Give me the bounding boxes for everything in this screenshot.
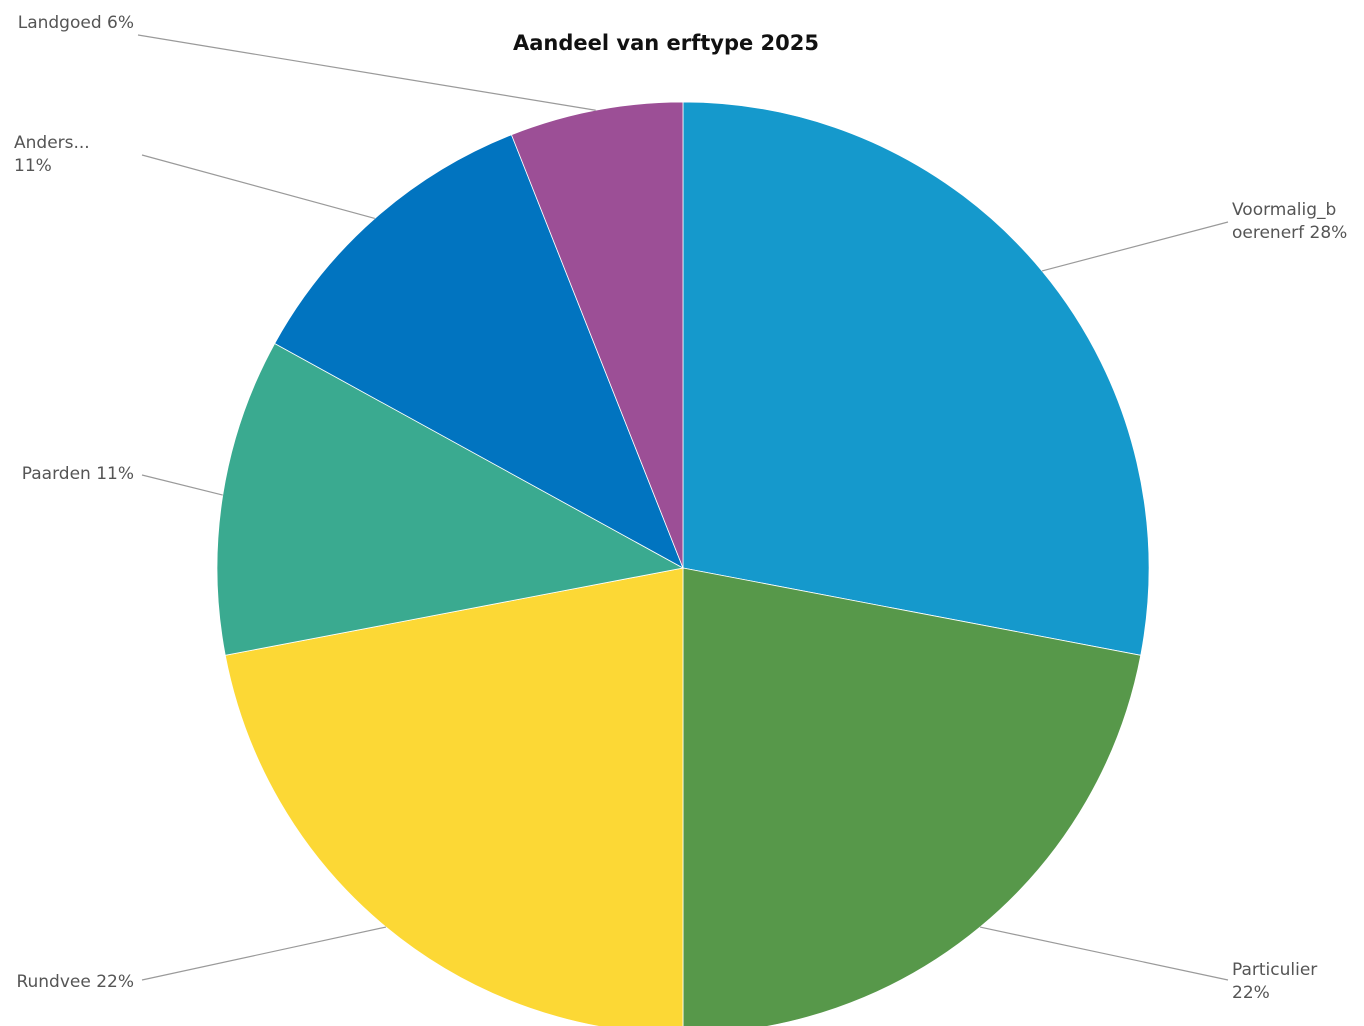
- leader-line-paarden: [141, 474, 223, 496]
- slice-label-anders: Anders... 11%: [14, 133, 90, 176]
- leader-lines: [137, 34, 1229, 981]
- slice-label-rundvee: Rundvee 22%: [16, 972, 134, 992]
- slice-labels: Voormalig_b oerenerf 28% Particulier 22% Run…: [14, 13, 1347, 1003]
- leader-line-landgoed: [137, 34, 596, 111]
- slice-label-line: Landgoed 6%: [18, 13, 134, 33]
- slice-label-line: Voormalig_b: [1232, 200, 1336, 220]
- pie-slice-landgoed: [510, 101, 684, 569]
- slice-label-line: 22%: [1232, 983, 1270, 1003]
- slice-label-paarden: Paarden 11%: [22, 464, 134, 484]
- slice-label-line: Particulier: [1232, 960, 1317, 980]
- slice-label-line: oerenerf 28%: [1232, 223, 1347, 243]
- leader-line-voormalig-boerenerf: [1041, 221, 1229, 272]
- leader-line-anders: [141, 154, 375, 220]
- slice-label-line: Rundvee 22%: [16, 972, 134, 992]
- pie-slice-voormalig-boerenerf: [682, 101, 1150, 656]
- slice-label-line: Anders...: [14, 133, 90, 153]
- slice-label-voormalig-boerenerf: Voormalig_b oerenerf 28%: [1232, 200, 1347, 243]
- leader-line-rundvee: [141, 926, 387, 981]
- slice-label-particulier: Particulier 22%: [1232, 960, 1317, 1003]
- slice-label-line: Paarden 11%: [22, 464, 134, 484]
- chart-title: Aandeel van erftype 2025: [513, 31, 819, 55]
- leader-line-particulier: [979, 926, 1229, 981]
- slice-label-line: 11%: [14, 156, 52, 176]
- slice-label-landgoed: Landgoed 6%: [18, 13, 134, 33]
- pie-slices: [216, 101, 1150, 1026]
